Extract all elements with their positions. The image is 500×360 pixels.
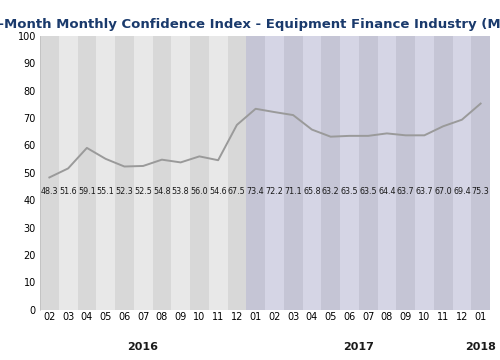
Text: 63.5: 63.5 xyxy=(340,187,358,196)
Bar xyxy=(415,36,434,310)
Bar xyxy=(228,36,246,310)
Text: 64.4: 64.4 xyxy=(378,187,396,196)
Text: 71.1: 71.1 xyxy=(284,187,302,196)
Text: 54.8: 54.8 xyxy=(153,187,170,196)
Bar xyxy=(190,36,209,310)
Bar xyxy=(452,36,471,310)
Text: 75.3: 75.3 xyxy=(472,187,490,196)
Text: 51.6: 51.6 xyxy=(60,187,77,196)
Bar xyxy=(434,36,452,310)
Bar xyxy=(134,36,152,310)
Text: 72.2: 72.2 xyxy=(266,187,283,196)
Bar xyxy=(59,36,78,310)
Bar xyxy=(471,36,490,310)
Text: 2017: 2017 xyxy=(344,342,374,352)
Bar xyxy=(246,36,265,310)
Bar xyxy=(265,36,284,310)
Bar xyxy=(209,36,228,310)
Text: 54.6: 54.6 xyxy=(210,187,227,196)
Bar xyxy=(396,36,415,310)
Text: 69.4: 69.4 xyxy=(453,187,470,196)
Bar xyxy=(96,36,115,310)
Bar xyxy=(78,36,96,310)
Title: 24-Month Monthly Confidence Index - Equipment Finance Industry (MCI-EFI): 24-Month Monthly Confidence Index - Equi… xyxy=(0,18,500,31)
Bar xyxy=(359,36,378,310)
Text: 63.2: 63.2 xyxy=(322,187,340,196)
Text: 63.7: 63.7 xyxy=(416,187,433,196)
Bar xyxy=(40,36,59,310)
Text: 63.7: 63.7 xyxy=(397,187,414,196)
Bar xyxy=(340,36,359,310)
Bar xyxy=(302,36,321,310)
Text: 52.5: 52.5 xyxy=(134,187,152,196)
Text: 52.3: 52.3 xyxy=(116,187,133,196)
Bar xyxy=(171,36,190,310)
Text: 55.1: 55.1 xyxy=(97,187,114,196)
Bar xyxy=(284,36,302,310)
Text: 56.0: 56.0 xyxy=(190,187,208,196)
Text: 2016: 2016 xyxy=(128,342,158,352)
Text: 67.0: 67.0 xyxy=(434,187,452,196)
Text: 48.3: 48.3 xyxy=(40,187,58,196)
Text: 67.5: 67.5 xyxy=(228,187,246,196)
Bar xyxy=(152,36,171,310)
Bar xyxy=(115,36,134,310)
Text: 63.5: 63.5 xyxy=(360,187,377,196)
Text: 59.1: 59.1 xyxy=(78,187,96,196)
Text: 53.8: 53.8 xyxy=(172,187,190,196)
Bar xyxy=(378,36,396,310)
Text: 65.8: 65.8 xyxy=(303,187,320,196)
Bar xyxy=(321,36,340,310)
Text: 2018: 2018 xyxy=(465,342,496,352)
Text: 73.4: 73.4 xyxy=(247,187,264,196)
